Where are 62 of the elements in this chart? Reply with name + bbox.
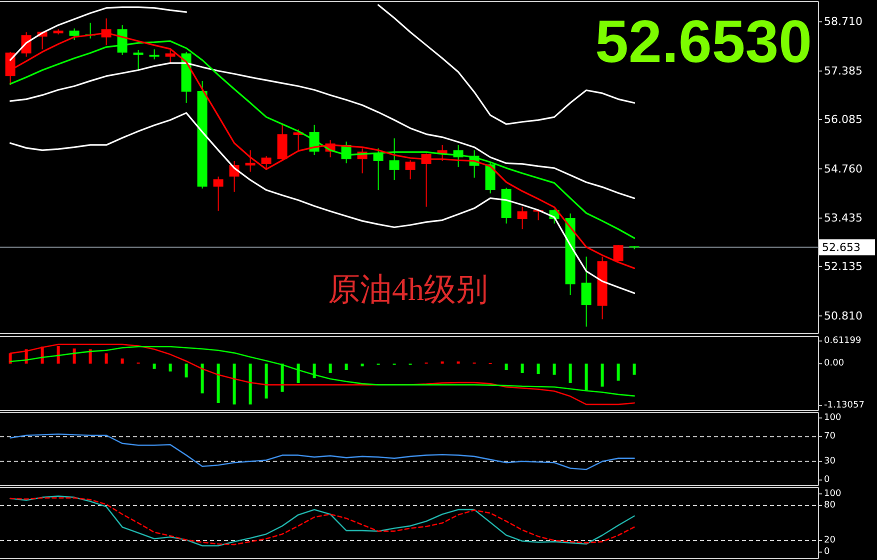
bar — [504, 364, 508, 370]
bar — [152, 364, 156, 369]
annotation: 52.6530 — [595, 8, 812, 75]
y-tick-label: -1.13057 — [824, 400, 864, 411]
y-tick-label: 0 — [824, 475, 830, 486]
candlestick — [405, 160, 416, 180]
y-tick-label: 30 — [824, 456, 836, 466]
y-tick-label: 0.00 — [824, 358, 844, 369]
bar — [88, 349, 92, 364]
bar — [552, 364, 556, 375]
candlestick — [213, 176, 224, 212]
bar — [296, 364, 300, 383]
candlestick — [133, 50, 144, 71]
line-series — [10, 344, 635, 406]
bar — [584, 364, 588, 390]
bar — [184, 364, 188, 378]
candlestick — [245, 150, 256, 172]
bar — [536, 364, 540, 374]
bar — [568, 364, 572, 383]
y-tick-label: 0 — [824, 547, 830, 558]
y-tick-label: 54.760 — [824, 162, 862, 176]
y-tick-label: 80 — [824, 500, 836, 510]
line-series — [10, 62, 636, 200]
bar — [328, 364, 332, 373]
bar — [600, 364, 604, 387]
bar — [72, 348, 76, 364]
y-tick-label: 70 — [824, 432, 836, 442]
candlestick — [389, 138, 400, 180]
candlestick — [69, 28, 80, 40]
y-tick-label: 56.085 — [824, 112, 862, 126]
y-tick-label: 52.135 — [824, 260, 862, 274]
bar — [616, 364, 620, 381]
ref-line-label: 52.653 — [822, 240, 860, 254]
annotation: 原油4h级别 — [328, 271, 488, 307]
y-tick-label: 58.710 — [824, 15, 862, 28]
bar — [520, 364, 524, 373]
candlestick — [261, 156, 272, 170]
bar — [168, 364, 172, 372]
bar — [312, 364, 316, 378]
bar — [200, 364, 204, 394]
line-series — [10, 346, 635, 397]
bar — [248, 364, 252, 404]
bar — [344, 364, 348, 370]
bar — [232, 364, 236, 404]
bar — [632, 364, 636, 375]
bar — [120, 358, 124, 364]
bar — [280, 364, 284, 392]
candlestick — [613, 244, 624, 262]
bar — [216, 364, 220, 403]
y-tick-label: 100 — [824, 488, 842, 499]
y-tick-label: 57.385 — [824, 64, 862, 78]
y-tick-label: 53.435 — [824, 212, 862, 225]
candlestick — [373, 148, 384, 191]
line-series — [10, 433, 635, 470]
y-tick-label: 50.810 — [824, 309, 862, 322]
candlestick — [517, 206, 528, 230]
y-tick-label: 20 — [824, 536, 836, 546]
y-tick-label: 0.61199 — [824, 336, 862, 346]
bar — [360, 364, 364, 366]
bar — [104, 353, 108, 364]
y-tick-label: 100 — [824, 412, 842, 423]
candlestick — [581, 256, 592, 328]
